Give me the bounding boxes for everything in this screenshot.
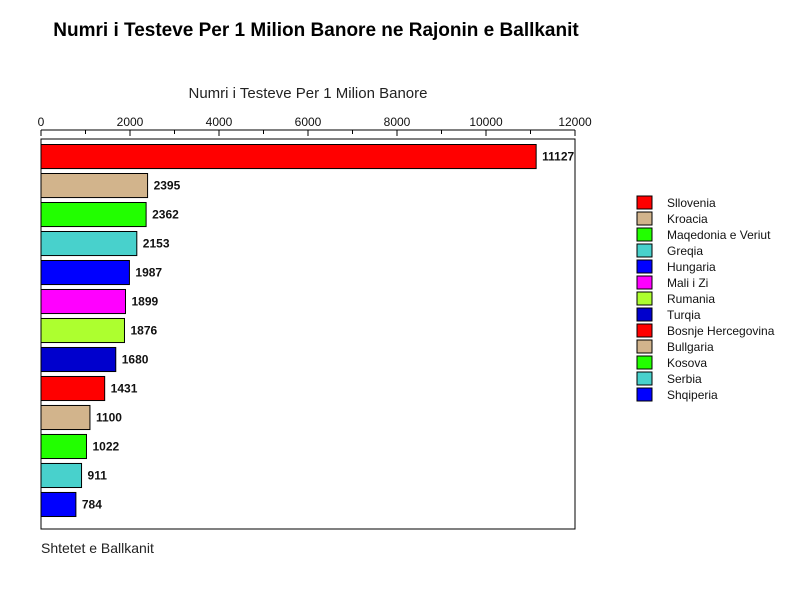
legend-label: Bosnje Hercegovina [667,324,775,338]
bar-value-label: 784 [82,497,102,511]
legend-swatch [636,355,653,370]
bar [40,375,106,402]
bar [40,144,537,170]
bar [40,259,130,286]
bar [40,230,138,257]
bar-value-label: 2395 [154,179,181,193]
legend-swatch [636,195,653,210]
x-tick-label: 2000 [117,115,144,129]
legend-swatch [636,211,653,226]
bar-value-label: 2362 [152,208,179,222]
legend-swatch [636,259,653,274]
x-tick-label: 12000 [558,115,592,129]
x-tick-label: 4000 [206,115,233,129]
legend-label: Shqiperia [667,388,718,402]
bar-value-label: 1022 [92,439,119,453]
legend-swatch [636,339,653,354]
bars-group: 11127 2395 2362 2153 1987 1899 1876 1680 1431 110… [40,144,575,518]
legend-swatch [636,227,653,242]
legend-label: Kosova [667,356,707,370]
legend-label: Turqia [667,308,701,322]
bar-value-label: 1431 [111,382,138,396]
bar [40,201,147,228]
bar [40,404,91,431]
chart-title: Numri i Testeve Per 1 Milion Banore ne R… [53,20,579,41]
bar [40,172,149,199]
legend-label: Serbia [667,372,702,386]
legend-swatch [636,323,653,338]
legend-swatch [636,243,653,258]
bar-value-label: 2153 [143,237,170,251]
y-axis-title: Shtetet e Ballkanit [41,540,154,556]
legend-label: Mali i Zi [667,276,708,290]
x-tick-label: 10000 [469,115,503,129]
bar-value-label: 911 [88,468,108,482]
x-axis: 0 2000 4000 6000 8000 10000 12000 [38,115,592,136]
bar [40,491,77,518]
legend-label: Maqedonia e Veriut [667,228,771,242]
bar [40,346,117,373]
bar-value-label: 11127 [542,150,574,164]
legend-swatch [636,307,653,322]
x-tick-label: 0 [38,115,45,129]
legend-swatch [636,371,653,386]
legend-label: Kroacia [667,212,708,226]
legend-swatch [636,275,653,290]
x-tick-label: 8000 [384,115,411,129]
legend-label: Rumania [667,292,715,306]
legend-swatch [636,291,653,306]
bar [40,462,83,489]
bar [40,433,87,460]
x-axis-title: Numri i Testeve Per 1 Milion Banore [189,85,428,102]
legend-label: Sllovenia [667,196,716,210]
bar-value-label: 1987 [135,266,162,280]
bar-value-label: 1100 [96,411,122,425]
legend-label: Greqia [667,244,703,258]
bar-value-label: 1680 [122,353,149,367]
bar [40,317,125,344]
legend: Sllovenia Kroacia Maqedonia e Veriut Greqia… [636,195,775,402]
legend-label: Hungaria [667,260,716,274]
legend-swatch [636,387,653,402]
legend-label: Bullgaria [667,340,714,354]
x-tick-label: 6000 [295,115,322,129]
bar-value-label: 1876 [130,324,157,338]
bar [40,288,127,315]
bar-value-label: 1899 [132,295,159,309]
